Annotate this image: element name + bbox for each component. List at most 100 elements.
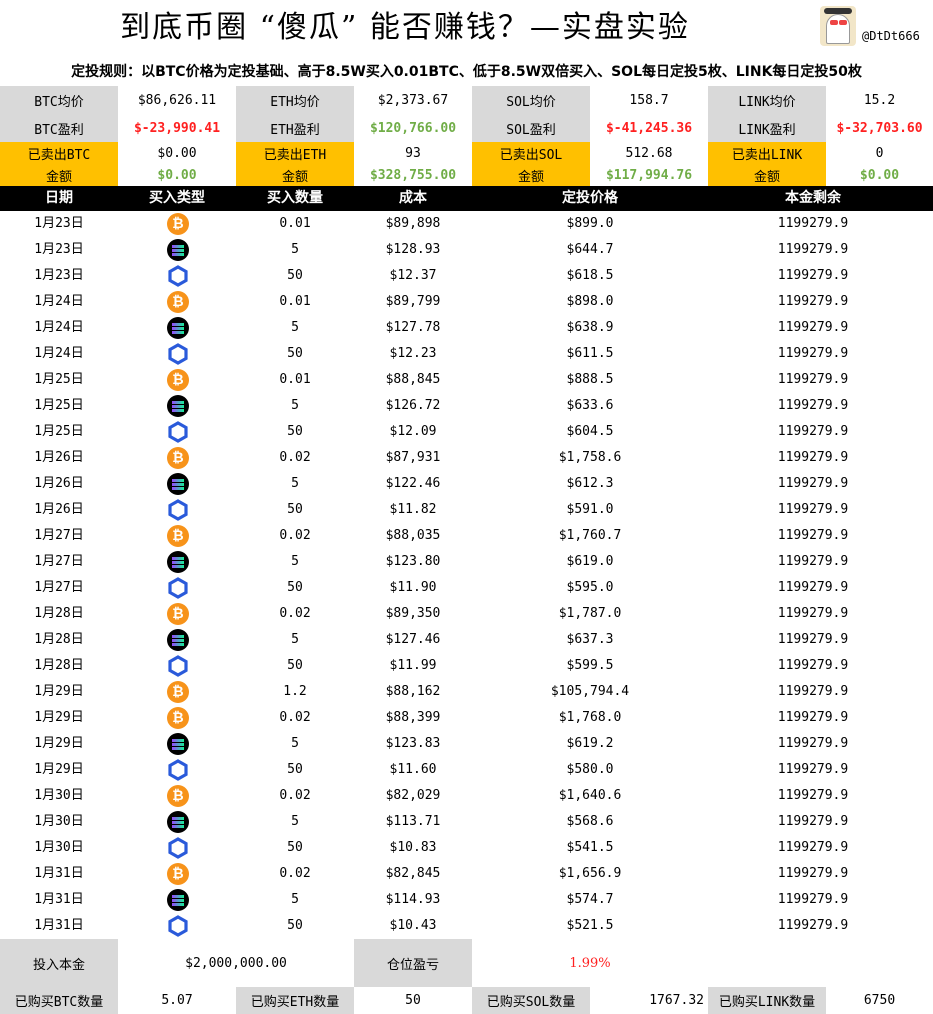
sold-label: 已卖出SOL (472, 142, 590, 164)
date-cell: 1月29日 (34, 710, 84, 725)
quantity-cell: 5 (291, 736, 299, 751)
quantity-cell: 5 (291, 632, 299, 647)
table-row: 1月26日 5 $122.46 $612.3 1199279.9 (0, 471, 933, 497)
chainlink-icon (167, 759, 189, 781)
investment-cell: $1,656.9 (558, 866, 622, 881)
principal-remaining-cell: 1199279.9 (777, 606, 849, 621)
principal-remaining-cell: 1199279.9 (777, 788, 849, 803)
table-row: 1月25日 5 $126.72 $633.6 1199279.9 (0, 393, 933, 419)
table-row: 1月23日 0.01 $89,898 $899.0 1199279.9 ₿ (0, 211, 933, 237)
cost-cell: $11.82 (389, 502, 437, 517)
cost-cell: $12.09 (389, 424, 437, 439)
table-row: 1月25日 0.01 $88,845 $888.5 1199279.9 ₿ (0, 367, 933, 393)
table-header: 日期 买入类型 买入数量 成本 定投价格 本金剩余 (0, 186, 933, 211)
cost-cell: $114.93 (385, 892, 441, 907)
sold-label: 已卖出ETH (236, 142, 354, 164)
sold-value: 0 (875, 145, 884, 161)
date-cell: 1月23日 (34, 216, 84, 231)
quantity-cell: 5 (291, 476, 299, 491)
avg-value: $2,373.67 (377, 92, 449, 108)
table-row: 1月26日 0.02 $87,931 $1,758.6 1199279.9 ₿ (0, 445, 933, 471)
principal-remaining-cell: 1199279.9 (777, 684, 849, 699)
principal-remaining-cell: 1199279.9 (777, 918, 849, 933)
table-row: 1月29日 50 $11.60 $580.0 1199279.9 (0, 757, 933, 783)
date-cell: 1月28日 (34, 606, 84, 621)
amount-value: $0.00 (859, 167, 900, 183)
bitcoin-icon: ₿ (167, 525, 189, 547)
investment-cell: $618.5 (566, 268, 614, 283)
quantity-cell: 5 (291, 398, 299, 413)
table-row: 1月31日 0.02 $82,845 $1,656.9 1199279.9 ₿ (0, 861, 933, 887)
pnl-value: $-41,245.36 (605, 120, 693, 136)
cost-cell: $11.60 (389, 762, 437, 777)
table-row: 1月30日 5 $113.71 $568.6 1199279.9 (0, 809, 933, 835)
quantity-cell: 5 (291, 320, 299, 335)
bitcoin-icon: ₿ (167, 681, 189, 703)
quantity-cell: 50 (287, 424, 303, 439)
link-bought-label: 已购买LINK数量 (708, 987, 826, 1014)
quantity-cell: 50 (287, 346, 303, 361)
bitcoin-icon: ₿ (167, 707, 189, 729)
quantity-cell: 50 (287, 502, 303, 517)
principal-remaining-cell: 1199279.9 (777, 554, 849, 569)
solana-icon (167, 889, 189, 911)
column-header: 买入数量 (267, 190, 323, 206)
date-cell: 1月23日 (34, 242, 84, 257)
table-row: 1月30日 50 $10.83 $541.5 1199279.9 (0, 835, 933, 861)
date-cell: 1月30日 (34, 788, 84, 803)
pnl-label: ETH盈利 (236, 114, 354, 142)
page-title: 到底币圈 “傻瓜” 能否赚钱？—实盘实验 (120, 10, 690, 45)
investment-cell: $591.0 (566, 502, 614, 517)
principal-remaining-cell: 1199279.9 (777, 450, 849, 465)
principal-remaining-cell: 1199279.9 (777, 294, 849, 309)
purchase-table: 1月23日 0.01 $89,898 $899.0 1199279.9 ₿ 1月23日 5 $1… (0, 211, 933, 939)
date-cell: 1月31日 (34, 918, 84, 933)
table-row: 1月23日 5 $128.93 $644.7 1199279.9 (0, 237, 933, 263)
principal-remaining-cell: 1199279.9 (777, 424, 849, 439)
cost-cell: $88,845 (385, 372, 441, 387)
table-row: 1月25日 50 $12.09 $604.5 1199279.9 (0, 419, 933, 445)
date-cell: 1月30日 (34, 840, 84, 855)
position-pnl-label: 仓位盈亏 (354, 939, 472, 987)
chainlink-icon (167, 343, 189, 365)
principal-remaining-cell: 1199279.9 (777, 710, 849, 725)
quantity-cell: 50 (287, 580, 303, 595)
date-cell: 1月25日 (34, 424, 84, 439)
date-cell: 1月24日 (34, 346, 84, 361)
principal-remaining-cell: 1199279.9 (777, 528, 849, 543)
cost-cell: $89,350 (385, 606, 441, 621)
table-row: 1月28日 0.02 $89,350 $1,787.0 1199279.9 ₿ (0, 601, 933, 627)
cost-cell: $82,845 (385, 866, 441, 881)
quantity-cell: 0.01 (279, 294, 311, 309)
quantity-cell: 0.01 (279, 372, 311, 387)
chainlink-icon (167, 915, 189, 937)
investment-cell: $580.0 (566, 762, 614, 777)
quantity-cell: 0.02 (279, 788, 311, 803)
quantity-cell: 50 (287, 658, 303, 673)
table-row: 1月26日 50 $11.82 $591.0 1199279.9 (0, 497, 933, 523)
bottom-summary: 投入本金 $2,000,000.00 仓位盈亏 1.99% 已购买BTC数量 5… (0, 939, 933, 1014)
pnl-value: $-23,990.41 (133, 120, 221, 136)
column-header: 日期 (45, 190, 73, 206)
investment-cell: $611.5 (566, 346, 614, 361)
investment-cell: $612.3 (566, 476, 614, 491)
solana-icon (167, 551, 189, 573)
amount-label: 金额 (236, 164, 354, 186)
amount-value: $328,755.00 (369, 167, 457, 183)
column-header: 本金剩余 (785, 190, 841, 206)
principal-remaining-cell: 1199279.9 (777, 762, 849, 777)
avg-label: SOL均价 (472, 86, 590, 114)
quantity-cell: 5 (291, 242, 299, 257)
quantity-cell: 5 (291, 892, 299, 907)
cost-cell: $89,898 (385, 216, 441, 231)
table-row: 1月31日 5 $114.93 $574.7 1199279.9 (0, 887, 933, 913)
sold-value: $0.00 (157, 145, 197, 161)
pnl-label: BTC盈利 (0, 114, 118, 142)
quantity-cell: 50 (287, 268, 303, 283)
btc-bought-value: 5.07 (161, 993, 193, 1008)
cost-cell: $113.71 (385, 814, 441, 829)
column-header: 成本 (399, 190, 427, 206)
cost-cell: $82,029 (385, 788, 441, 803)
table-row: 1月29日 0.02 $88,399 $1,768.0 1199279.9 ₿ (0, 705, 933, 731)
solana-icon (167, 733, 189, 755)
